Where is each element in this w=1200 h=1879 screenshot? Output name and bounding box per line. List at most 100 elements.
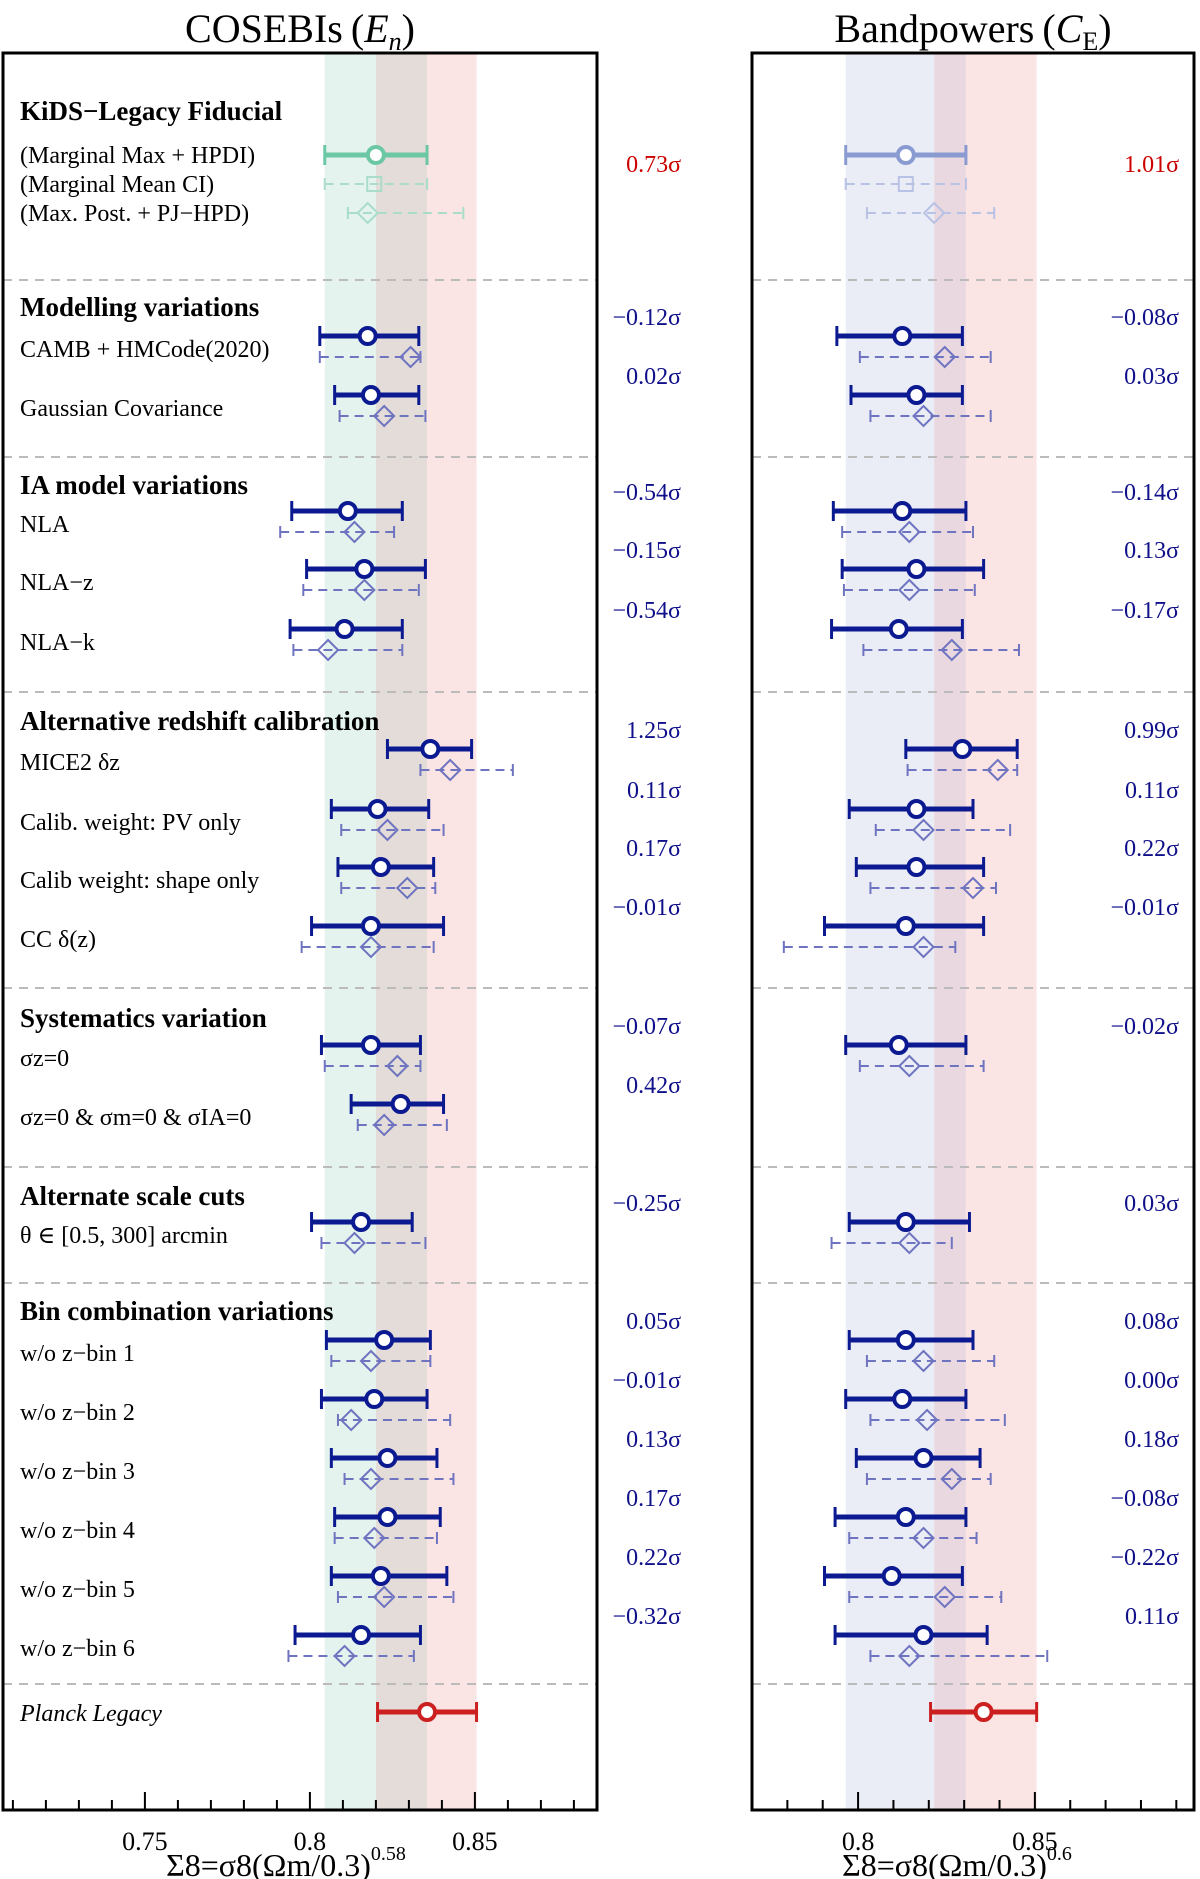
variation-sigma-left-9: −0.07σ — [613, 1014, 682, 1040]
variation-0-right-point — [892, 326, 913, 346]
section-title-scale: Alternate scale cuts — [20, 1181, 245, 1211]
variation-sigma-right-1: 0.03σ — [1124, 364, 1179, 390]
variation-1-right-dashed-point — [912, 404, 935, 428]
section-title-fiducial: KiDS−Legacy Fiducial — [20, 96, 283, 126]
variation-sigma-right-14: 0.18σ — [1124, 1427, 1179, 1453]
panel-title-paren-close: ) — [402, 6, 415, 51]
variation-14-right-point — [913, 1448, 934, 1468]
variation-2-left-point — [337, 501, 358, 521]
panel-frame-right — [750, 51, 1196, 1812]
variation-8-left-dashed-point — [359, 935, 383, 959]
variation-0-right-dashed-point — [933, 345, 957, 369]
variation-sigma-left-10: 0.42σ — [626, 1073, 681, 1099]
x-tick-label-left-0: 0.75 — [122, 1827, 168, 1856]
x-axis-label-exponent: 0.6 — [1047, 1843, 1072, 1865]
variation-sigma-left-2: −0.54σ — [613, 480, 682, 506]
variation-10-left-dashed-point — [372, 1113, 396, 1137]
variation-label-10: σz=0 & σm=0 & σIA=0 — [20, 1105, 251, 1131]
variation-2-right-dashed-point — [897, 520, 921, 544]
variation-2-left-dashed-point — [343, 520, 366, 544]
fiducial-label-2: (Max. Post. + PJ−HPD) — [20, 201, 249, 227]
variation-label-17: w/o z−bin 6 — [20, 1636, 135, 1662]
x-axis-label-right: Σ8=σ8(Ωm/0.3)0.6 — [842, 1843, 1072, 1879]
variation-6-left-dashed-point — [376, 818, 399, 842]
variation-sigma-right-7: 0.22σ — [1124, 836, 1179, 862]
variation-sigma-right-4: −0.17σ — [1111, 598, 1180, 624]
variation-sigma-left-0: −0.12σ — [613, 305, 682, 331]
variation-9-right-point — [888, 1035, 909, 1055]
variation-6-right-point — [906, 799, 927, 819]
variation-17-left-point — [351, 1625, 372, 1645]
variation-11-right-dashed-point — [897, 1231, 921, 1255]
variation-13-left-dashed-point — [339, 1408, 363, 1432]
x-axis-label-main: Σ8=σ8(Ωm/0.3) — [166, 1847, 371, 1879]
fiducial-label-1: (Marginal Mean CI) — [20, 172, 214, 198]
variation-sigma-left-13: −0.01σ — [613, 1368, 682, 1394]
variation-label-8: CC δ(z) — [20, 927, 96, 953]
variation-11-left-dashed-point — [343, 1231, 366, 1255]
variation-7-left-dashed-point — [395, 876, 419, 900]
variation-1-right-point — [906, 385, 927, 405]
variation-16-right-point — [881, 1566, 902, 1586]
variation-label-14: w/o z−bin 3 — [20, 1459, 135, 1485]
planck-right-point — [973, 1702, 994, 1722]
variation-label-3: NLA−z — [20, 570, 94, 596]
panel-title-right: Bandpowers (CE) — [834, 6, 1111, 56]
panel-title-subscript: n — [389, 27, 402, 56]
variation-label-12: w/o z−bin 1 — [20, 1341, 135, 1367]
variation-sigma-right-9: −0.02σ — [1111, 1014, 1180, 1040]
variation-17-right-dashed-point — [897, 1644, 921, 1668]
variation-8-left-point — [360, 916, 381, 936]
x-tick-label-left-1: 0.8 — [294, 1827, 327, 1856]
variation-sigma-left-14: 0.13σ — [626, 1427, 681, 1453]
section-title-redshift: Alternative redshift calibration — [20, 706, 379, 736]
fiducial-2-left-point — [356, 201, 380, 225]
variation-sigma-left-8: −0.01σ — [613, 895, 682, 921]
variation-15-left-dashed-point — [362, 1526, 386, 1550]
variation-16-right-dashed-point — [933, 1585, 957, 1609]
variation-16-left-dashed-point — [372, 1585, 396, 1609]
variation-sigma-left-5: 1.25σ — [626, 718, 681, 744]
band-right-2 — [965, 53, 1037, 1810]
variation-4-right-point — [888, 619, 909, 639]
variation-4-left-dashed-point — [316, 638, 340, 662]
panel-title-variable: E — [363, 6, 388, 51]
variation-13-right-point — [892, 1389, 913, 1409]
variation-11-left-point — [351, 1212, 372, 1232]
band-left-2 — [427, 53, 477, 1810]
variation-sigma-right-5: 0.99σ — [1124, 718, 1179, 744]
variation-9-left-dashed-point — [385, 1054, 409, 1078]
panel-title-main: Bandpowers — [834, 6, 1034, 51]
text-labels: COSEBIs (En) Bandpowers (CE)KiDS−Legacy Fid… — [19, 6, 1179, 1879]
variation-7-right-point — [906, 857, 927, 877]
variation-label-6: Calib. weight: PV only — [20, 810, 241, 836]
section-title-systematics: Systematics variation — [20, 1003, 267, 1033]
variation-7-left-point — [370, 857, 391, 877]
variation-3-right-point — [906, 559, 927, 579]
fiducial-0-left-point — [365, 145, 386, 165]
variation-1-left-dashed-point — [372, 404, 396, 428]
variation-sigma-right-16: −0.22σ — [1111, 1545, 1180, 1571]
variation-label-11: θ ∈ [0.5, 300] arcmin — [20, 1223, 228, 1249]
variation-sigma-left-12: 0.05σ — [626, 1309, 681, 1335]
variation-5-left-point — [420, 739, 441, 759]
variation-sigma-right-6: 0.11σ — [1125, 778, 1179, 804]
variation-17-left-dashed-point — [333, 1644, 356, 1668]
variation-14-right-dashed-point — [940, 1467, 964, 1491]
variation-0-left-point — [357, 326, 378, 346]
fiducial-0-right-point — [895, 145, 916, 165]
variation-label-0: CAMB + HMCode(2020) — [20, 337, 270, 363]
variation-9-right-dashed-point — [897, 1054, 921, 1078]
variation-3-left-dashed-point — [352, 578, 376, 602]
variation-12-right-point — [895, 1330, 916, 1350]
x-axis-label-main: Σ8=σ8(Ωm/0.3) — [842, 1847, 1047, 1879]
variation-label-13: w/o z−bin 2 — [20, 1400, 135, 1426]
variation-10-left-point — [390, 1094, 411, 1114]
panel-frames — [1, 51, 1196, 1812]
fiducial-1-left-point — [366, 176, 383, 192]
section-title-modelling: Modelling variations — [20, 292, 259, 322]
variation-label-15: w/o z−bin 4 — [20, 1518, 135, 1544]
variation-sigma-left-7: 0.17σ — [626, 836, 681, 862]
error-bar-marks — [279, 145, 1049, 1722]
variation-15-right-dashed-point — [912, 1526, 935, 1550]
